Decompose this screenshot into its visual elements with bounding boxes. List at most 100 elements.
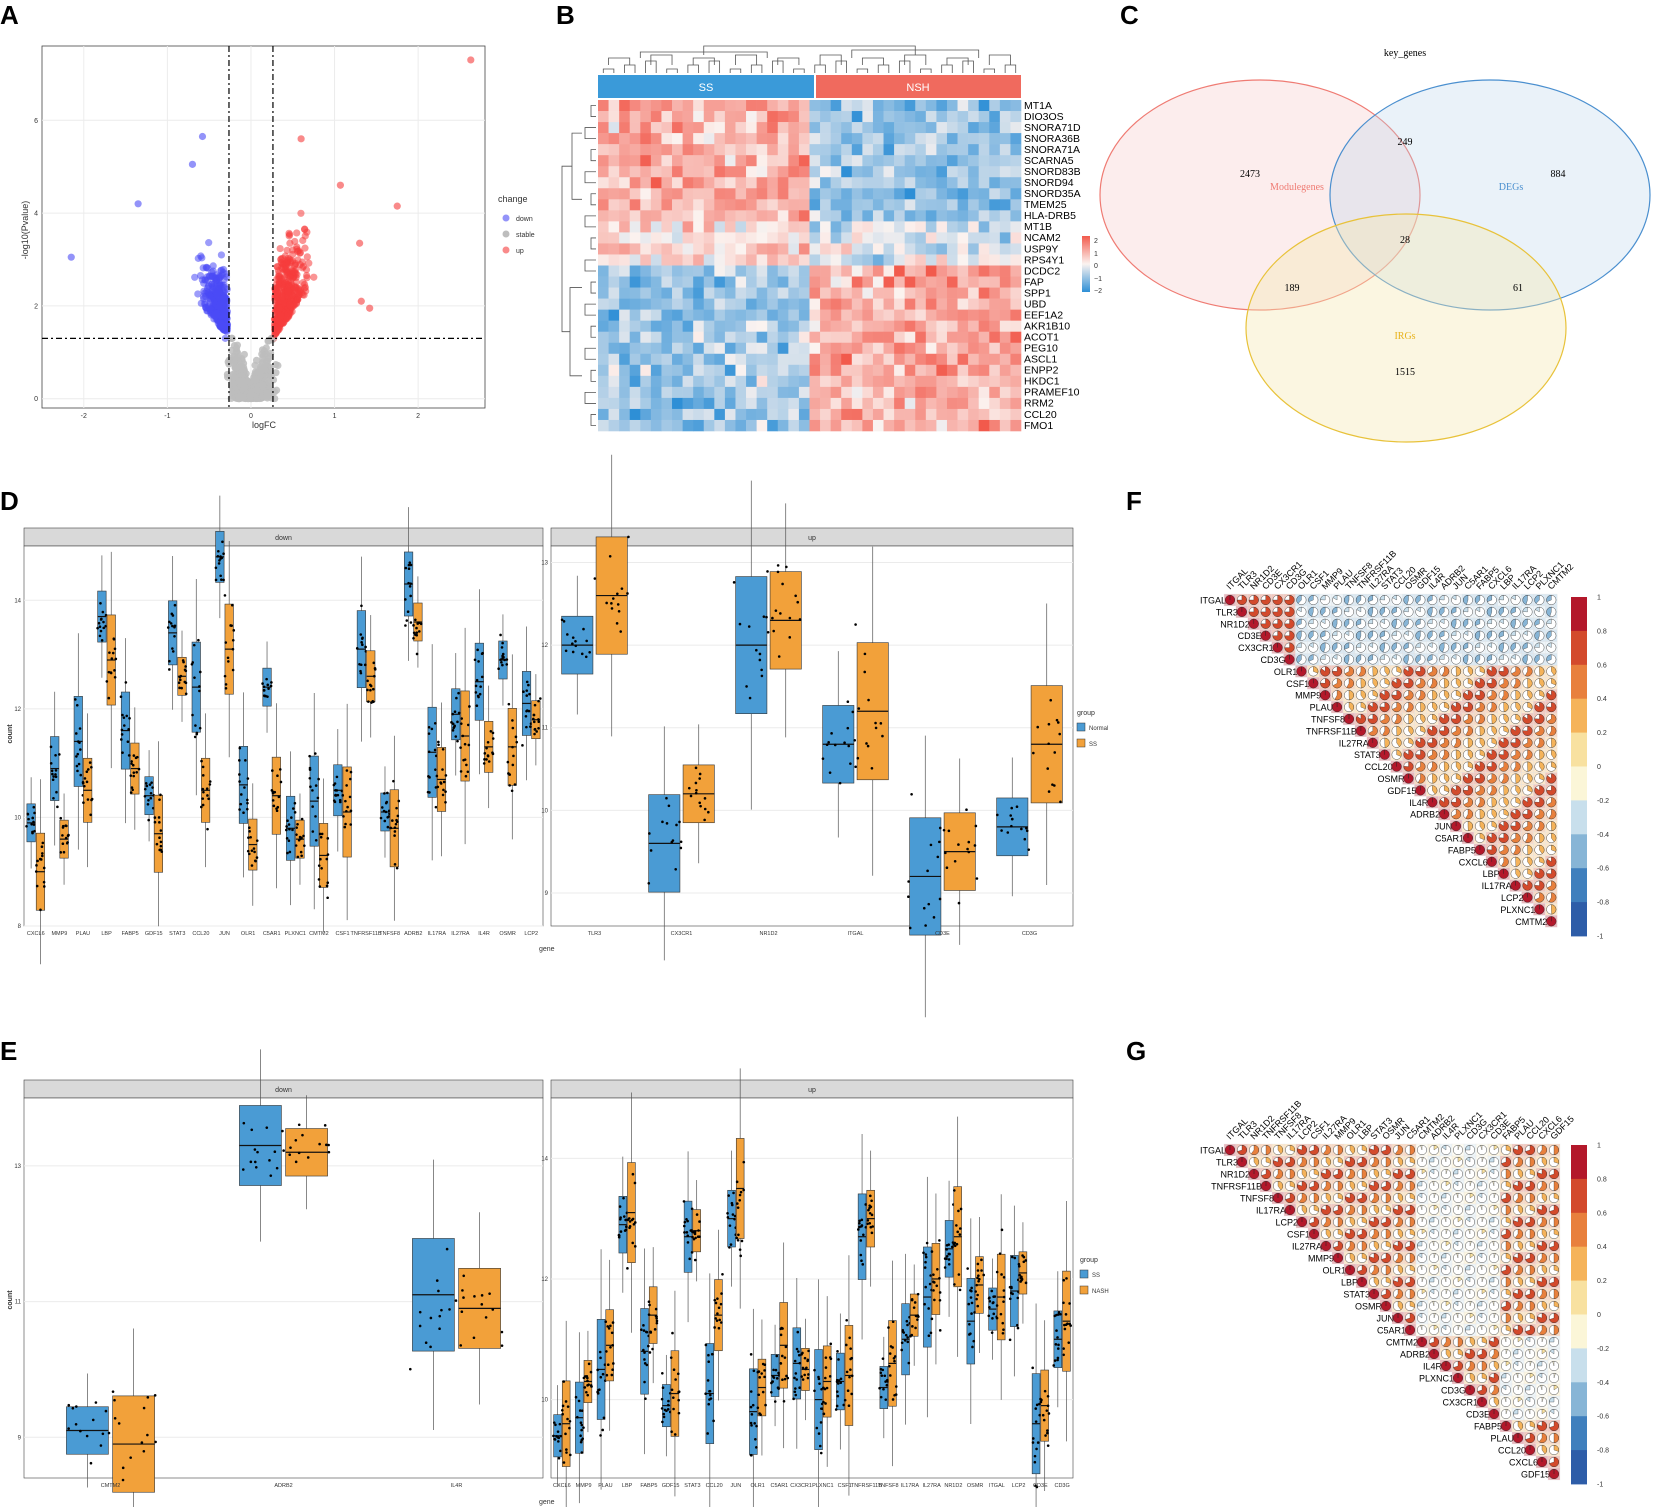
box-point [760,1372,764,1375]
x-gene-tick: NR1D2 [759,931,777,937]
heatmap-cell [777,155,789,167]
box-point [501,641,504,645]
heatmap-cell [1010,243,1022,255]
heatmap-cell [735,298,747,310]
box-point [739,1190,743,1194]
x-gene-tick: MMP9 [576,1483,592,1489]
box-point [348,795,352,799]
box-point [104,1409,108,1413]
heatmap-cell [830,254,842,266]
heatmap-cell [724,188,736,200]
box-point [294,844,298,847]
heatmap-cell [661,122,673,134]
heatmap-cell [968,408,979,421]
heatmap-cell [978,254,990,266]
heatmap-cell [640,309,652,321]
heatmap-cell [640,287,652,299]
box-point [484,1316,488,1319]
box-point [742,1188,745,1192]
box-point [846,1389,850,1393]
heatmap-cell [872,232,884,244]
box-point [847,744,851,748]
heatmap-cell [968,232,979,244]
box-point [932,1273,935,1276]
box-point [578,1409,582,1412]
y-tick: 11 [542,726,549,732]
box-point [579,1434,582,1438]
box-point [643,1351,646,1354]
box-point [624,1225,628,1229]
heatmap-cell [788,100,800,112]
heatmap-cell [904,133,916,145]
box-point [1015,805,1019,809]
box-point [1066,1322,1069,1326]
box-point [818,1444,822,1448]
heatmap-cell [598,309,609,321]
heatmap-cell [640,232,652,244]
box-point [408,585,412,588]
heatmap-cell [746,243,757,255]
heatmap-cell [904,232,916,244]
box-point [461,1289,464,1292]
heatmap-cell [946,199,958,211]
box-point [854,623,857,626]
heatmap-cell [672,210,683,222]
heatmap-cell [968,111,979,123]
box-point [828,1375,832,1378]
heatmap-cell [1010,320,1022,332]
heatmap-gene-labels: MT1ADIO3OSSNORA71DSNORA36BSNORA71ASCARNA… [1024,100,1081,432]
box-point [717,1326,721,1330]
box-point [974,1290,977,1293]
box-point [201,765,205,769]
box-point [679,840,683,844]
heatmap-cell [619,122,631,134]
box-point [266,695,269,698]
heatmap-cell [788,309,800,321]
box-point [438,1314,442,1318]
box-point [969,1289,972,1292]
box-point [562,1461,566,1464]
heatmap-cell [999,100,1011,112]
box-point [300,817,304,821]
heatmap-cell [915,144,927,156]
box-point [291,807,295,810]
column-dendro-branch [904,54,927,65]
box-point [418,630,421,633]
heatmap-cell [693,122,705,134]
volcano-point [301,283,309,291]
box-point [158,821,161,824]
heatmap-cell [619,320,631,332]
box-point [973,844,977,847]
heatmap-cell [608,298,620,310]
heatmap-cell [767,353,779,366]
box-point [1000,1228,1004,1232]
box-point [1062,1353,1065,1357]
heatmap-cell [703,320,715,332]
venn-diagram: key_genes Modulegenes DEGs IRGs 2473 884… [1099,48,1651,443]
box-point [947,1243,951,1246]
heatmap-cell [989,287,1001,299]
box-point [464,774,468,778]
heatmap-cell [714,122,726,134]
row-dendro-branch [571,132,582,200]
box-point [396,814,400,818]
heatmap-cell [672,408,683,421]
box-point [672,1396,675,1399]
heatmap-cell [629,375,641,388]
box-point [537,727,540,730]
box-point [64,824,67,827]
heatmap-cell [608,177,620,189]
heatmap-cell [904,100,916,112]
heatmap-cell [661,408,673,421]
heatmap-cell [777,122,789,134]
corr-row-label: ITGAL [1200,596,1226,606]
heatmap-cell [946,144,958,156]
x-gene-tick: CX3CR1 [671,931,693,937]
heatmap-cell [830,210,842,222]
heatmap-cell [999,320,1011,332]
heatmap-cell [830,397,842,410]
heatmap-cell [904,386,916,399]
box-point [881,734,884,738]
heatmap-row-dendrogram [561,105,596,426]
